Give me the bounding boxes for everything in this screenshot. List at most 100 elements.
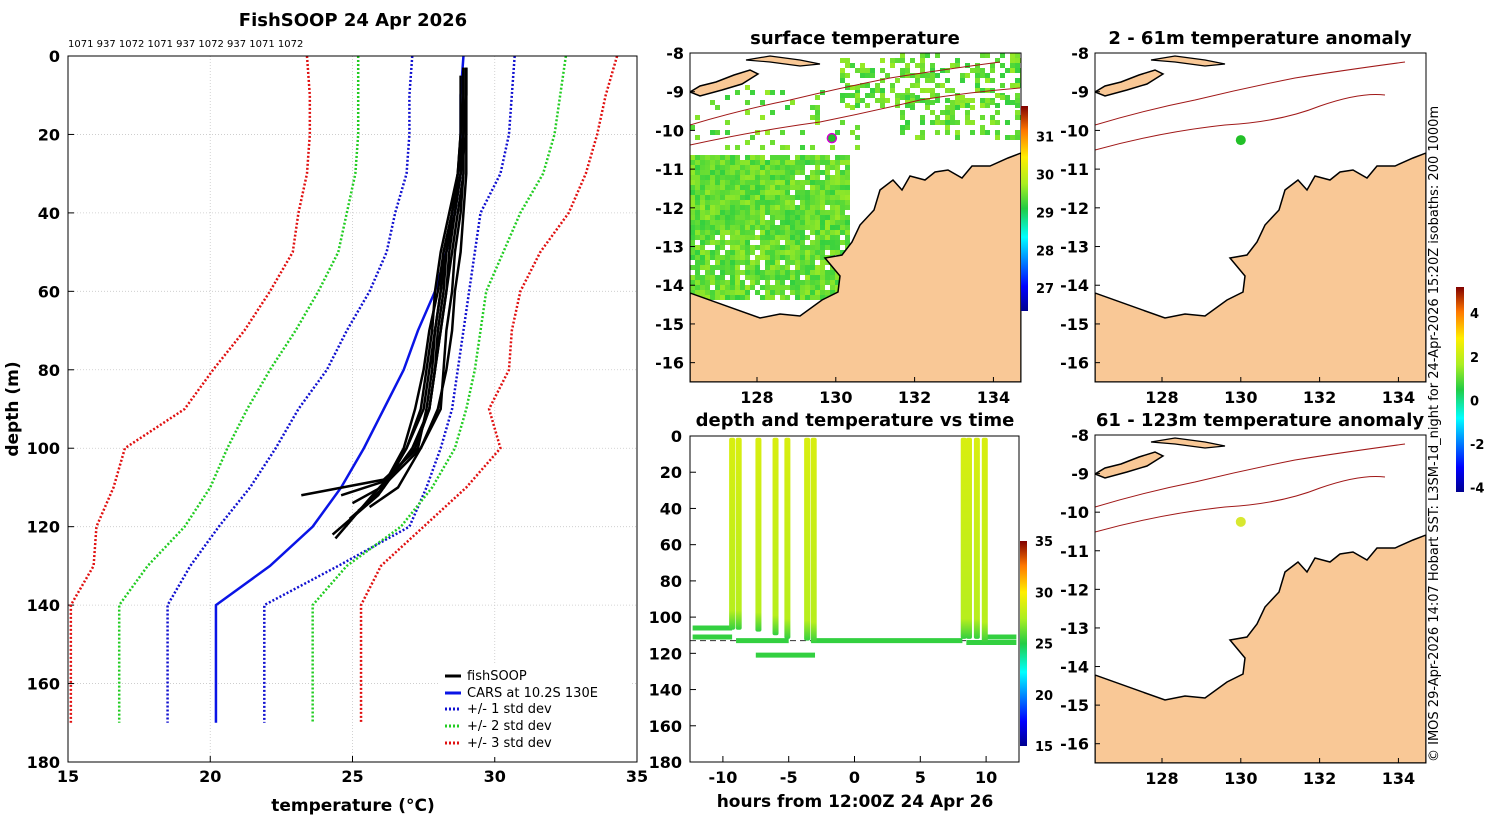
sst-pixel [810, 230, 815, 235]
sst-pixel [845, 85, 850, 90]
anomaly-deep-y-tick-label: -13 [1060, 619, 1089, 638]
sst-map-y-tick-label: -12 [655, 199, 684, 218]
sst-pixel [810, 155, 815, 160]
sst-pixel [760, 190, 765, 195]
cast-trace [755, 437, 762, 632]
sst-pixel [695, 285, 700, 290]
sst-pixel [700, 180, 705, 185]
sst-pixel [790, 200, 795, 205]
sst-pixel [740, 280, 745, 285]
sst-pixel [830, 270, 835, 275]
sst-pixel [830, 285, 835, 290]
sst-pixel [970, 98, 975, 103]
sst-pixel [715, 230, 720, 235]
sst-pixel [835, 220, 840, 225]
sst-pixel [690, 170, 695, 175]
sst-pixel [805, 155, 810, 160]
sst-pixel [865, 103, 870, 108]
sst-pixel [690, 165, 695, 170]
sst-pixel [945, 110, 950, 115]
sst-pixel-field [690, 53, 1021, 300]
sst-pixel [725, 225, 730, 230]
sst-pixel [825, 220, 830, 225]
sst-pixel [725, 190, 730, 195]
sst-pixel [970, 120, 975, 125]
sst-pixel [930, 68, 935, 73]
sst-pixel [845, 185, 850, 190]
anomaly-deep-x-tick-label: 128 [1145, 769, 1178, 788]
sst-colorbar-label: 29 [1036, 206, 1054, 221]
profile-x-tick-label: 20 [199, 767, 221, 786]
sst-pixel [950, 115, 955, 120]
sst-pixel [825, 180, 830, 185]
sst-pixel [765, 200, 770, 205]
sst-pixel [760, 215, 765, 220]
sst-pixel [715, 280, 720, 285]
sst-pixel [845, 160, 850, 165]
sst-pixel [725, 220, 730, 225]
sst-pixel [755, 190, 760, 195]
sst-pixel [745, 260, 750, 265]
sst-pixel [795, 280, 800, 285]
sst-pixel [870, 88, 875, 93]
sst-map-x-tick-label: 132 [898, 388, 931, 407]
sst-pixel [715, 260, 720, 265]
sst-pixel [935, 73, 940, 78]
sst-pixel [715, 160, 720, 165]
sst-pixel [710, 170, 715, 175]
sst-pixel [780, 180, 785, 185]
sst-pixel [790, 175, 795, 180]
anomaly-colorbar-label: 2 [1470, 351, 1479, 366]
sst-pixel [985, 103, 990, 108]
sst-pixel [900, 68, 905, 73]
sst-pixel [880, 93, 885, 98]
sst-pixel [750, 160, 755, 165]
sst-pixel [730, 215, 735, 220]
profile-line--3-std [69, 55, 312, 723]
sst-pixel [710, 175, 715, 180]
sst-pixel [695, 245, 700, 250]
sst-pixel [755, 270, 760, 275]
anomaly-colorbar-label: -4 [1470, 482, 1484, 497]
sst-pixel [750, 165, 755, 170]
sst-pixel [715, 170, 720, 175]
sst-pixel [795, 230, 800, 235]
sst-pixel [1010, 68, 1015, 73]
sst-colorbar-label: 28 [1036, 244, 1054, 259]
sst-pixel [845, 195, 850, 200]
sst-pixel [715, 215, 720, 220]
sst-pixel [745, 225, 750, 230]
sst-pixel [910, 93, 915, 98]
sst-pixel [750, 135, 755, 140]
profile-x-tick-label: 15 [57, 767, 79, 786]
sst-pixel [740, 235, 745, 240]
sst-colorbar-label: 27 [1036, 282, 1054, 297]
sst-pixel [775, 190, 780, 195]
sst-pixel [800, 145, 805, 150]
sst-pixel [805, 290, 810, 295]
sst-pixel [690, 155, 695, 160]
sst-pixel [725, 145, 730, 150]
profile-series [69, 55, 619, 723]
sst-pixel [995, 130, 1000, 135]
anomaly-deep-y-tick-label: -15 [1060, 696, 1089, 715]
sst-pixel [725, 250, 730, 255]
sst-pixel [725, 200, 730, 205]
sst-pixel [980, 53, 985, 58]
sst-pixel [735, 175, 740, 180]
sst-pixel [930, 120, 935, 125]
sst-pixel [775, 200, 780, 205]
sst-pixel [745, 210, 750, 215]
timeseries-y-tick-label: 100 [649, 608, 682, 627]
sst-pixel [830, 200, 835, 205]
sst-pixel [920, 88, 925, 93]
sst-pixel [835, 180, 840, 185]
credit-text: © IMOS 29-Apr-2026 14:07 Hobart SST: L3S… [1427, 106, 1442, 762]
sst-pixel [710, 205, 715, 210]
sst-pixel [800, 195, 805, 200]
sst-pixel [840, 215, 845, 220]
sst-pixel [795, 185, 800, 190]
sst-pixel [805, 235, 810, 240]
sst-pixel [740, 285, 745, 290]
sst-pixel [840, 250, 845, 255]
